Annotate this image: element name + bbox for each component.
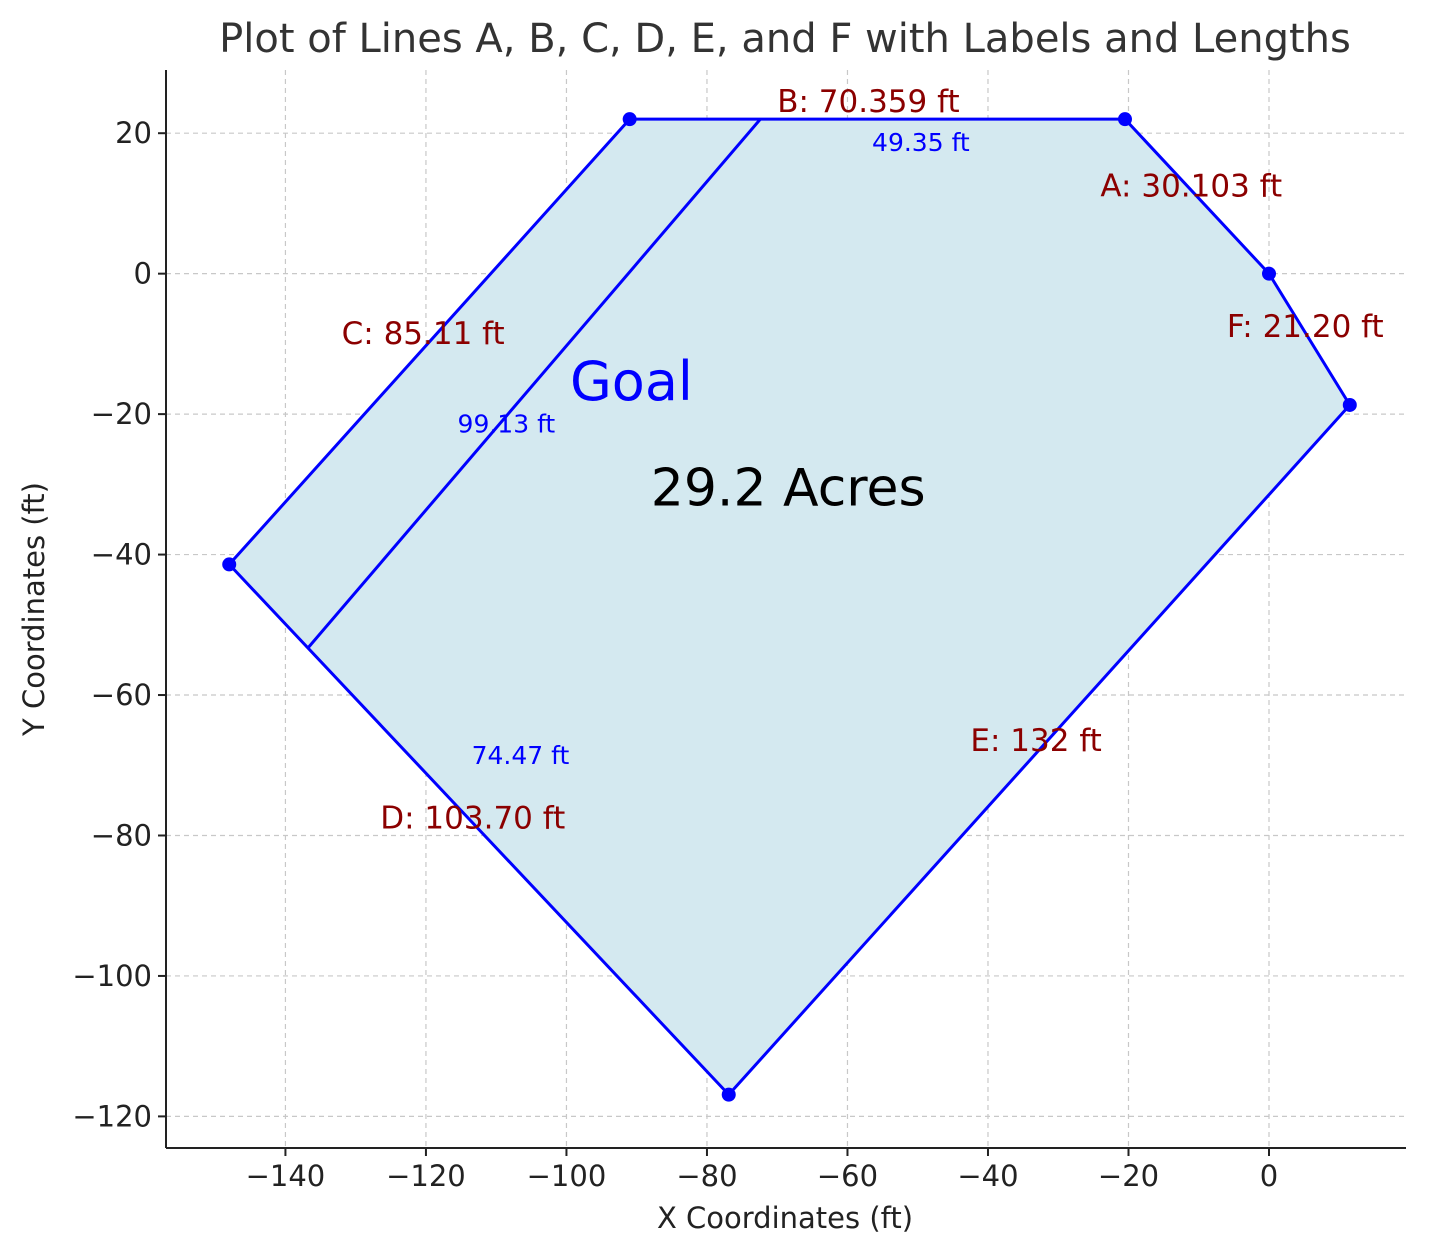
inner-boundary-line xyxy=(306,118,762,649)
segment-label: E: 132 ft xyxy=(970,723,1101,759)
y-axis-label: Y Coordinates (ft) xyxy=(17,482,51,737)
annotation-layer: B: 70.359 ft A: 30.103 ft F: 21.20 ft C: 85… xyxy=(342,84,1384,836)
segment-label: D: 103.70 ft xyxy=(380,800,565,836)
x-axis-label: X Coordinates (ft) xyxy=(657,1201,913,1235)
area-label: 29.2 Acres xyxy=(651,458,926,518)
y-tick-label: −120 xyxy=(72,1099,152,1133)
vertex-point xyxy=(1262,266,1277,281)
length-label: 49.35 ft xyxy=(872,128,970,157)
y-tick-label: 20 xyxy=(115,116,152,150)
y-tick-label: −80 xyxy=(91,818,152,852)
chart-title: Plot of Lines A, B, C, D, E, and F with … xyxy=(219,16,1351,62)
length-label: 74.47 ft xyxy=(472,741,570,770)
x-tick-label: −100 xyxy=(527,1159,607,1193)
x-tick-label: −40 xyxy=(957,1159,1018,1193)
x-tick-label: −20 xyxy=(1098,1159,1159,1193)
segment-label: C: 85.11 ft xyxy=(342,316,505,352)
plot-area xyxy=(222,112,1357,1102)
x-tick-label: 0 xyxy=(1260,1159,1278,1193)
parcel-polygon xyxy=(227,117,1352,1097)
vertex-point xyxy=(1117,112,1132,127)
y-tick-label: −40 xyxy=(91,538,152,572)
vertex-point xyxy=(622,112,637,127)
vertex-point xyxy=(1342,397,1357,412)
y-tick-label: −20 xyxy=(91,397,152,431)
x-tick-label: −60 xyxy=(817,1159,878,1193)
goal-label: Goal xyxy=(570,350,693,413)
vertex-point xyxy=(222,557,237,572)
x-tick-label: −80 xyxy=(676,1159,737,1193)
y-tick-label: 0 xyxy=(134,257,152,291)
x-tick-label: −140 xyxy=(246,1159,326,1193)
y-tick-label: −100 xyxy=(72,959,152,993)
y-tick-label: −60 xyxy=(91,678,152,712)
length-label: 99.13 ft xyxy=(458,409,556,438)
segment-label: A: 30.103 ft xyxy=(1100,168,1282,204)
vertex-point xyxy=(721,1087,736,1102)
x-tick-label: −120 xyxy=(386,1159,466,1193)
axes: −140 −120 −100 −80 −60 −40 −20 0 20 0 −20 −40 −60 −80… xyxy=(72,70,1406,1193)
segment-label: F: 21.20 ft xyxy=(1227,309,1384,345)
segment-label: B: 70.359 ft xyxy=(777,84,959,120)
